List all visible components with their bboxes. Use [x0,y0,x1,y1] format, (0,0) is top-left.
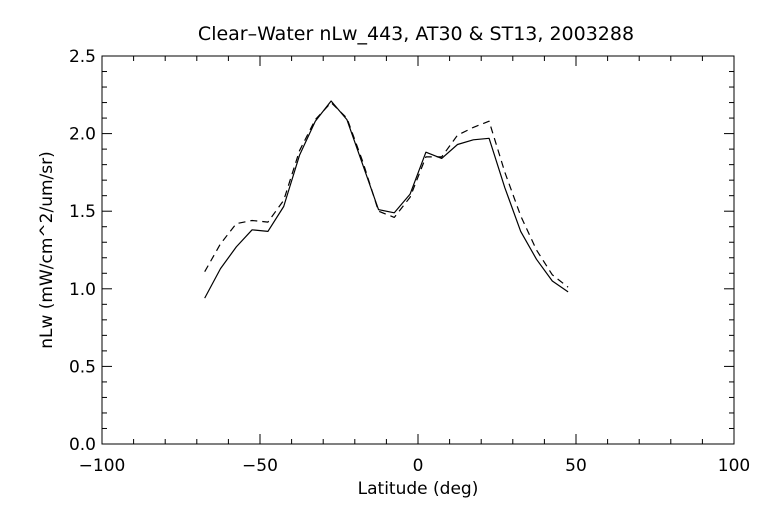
plot-frame [101,55,735,445]
y-tick-label: 2.5 [69,47,96,67]
y-axis: 0.0 0.5 1.0 1.5 2.0 2.5 [69,47,734,455]
x-tick-label: 100 [718,456,750,476]
x-tick-label: −100 [79,456,126,476]
y-tick-label: 1.5 [69,202,96,222]
series-line-solid [204,100,569,299]
chart-title: Clear–Water nLw_443, AT30 & ST13, 200328… [198,23,634,45]
x-tick-label: −50 [242,456,278,476]
x-axis: −100 −50 0 50 100 [79,56,750,476]
y-tick-label: 0.0 [69,435,96,455]
y-axis-label: nLw (mW/cm^2/um/sr) [37,151,57,349]
y-tick-label: 2.0 [69,125,96,145]
series-group [204,100,569,299]
y-tick-label: 0.5 [69,357,96,377]
x-tick-label: 50 [565,456,587,476]
x-axis-label: Latitude (deg) [358,479,479,499]
series-line-dashed [204,101,569,288]
y-tick-label: 1.0 [69,280,96,300]
x-tick-label: 0 [413,456,424,476]
